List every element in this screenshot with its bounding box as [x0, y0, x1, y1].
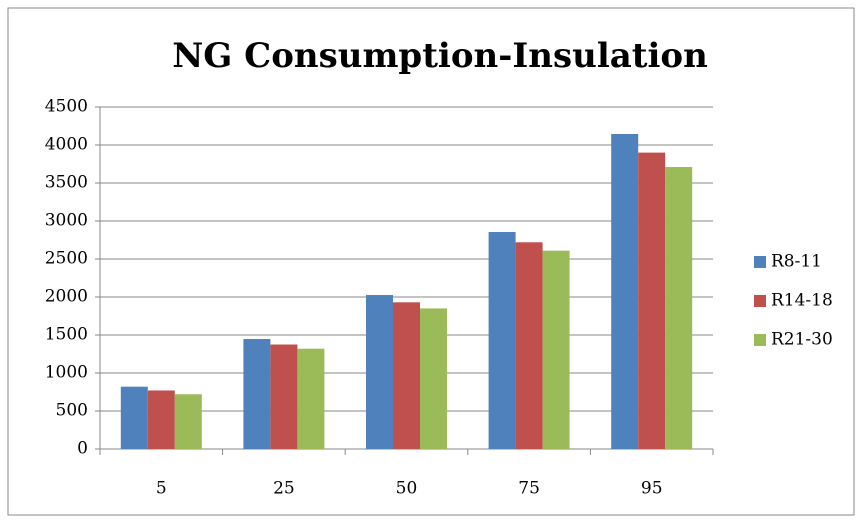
- y-tick-label: 0: [77, 439, 88, 459]
- y-tick-label: 4500: [45, 97, 88, 117]
- bar: [243, 339, 271, 449]
- y-tick-label: 500: [56, 401, 88, 421]
- legend-swatch: [754, 334, 766, 346]
- y-tick-label: 4000: [45, 135, 88, 155]
- x-tick-label: 5: [156, 479, 167, 499]
- bar: [366, 295, 393, 449]
- bar: [515, 242, 543, 449]
- y-tick-label: 3500: [45, 173, 88, 193]
- bar: [665, 167, 693, 450]
- y-tick-label: 1500: [45, 325, 88, 345]
- x-tick-label: 75: [518, 479, 540, 499]
- x-tick-label: 25: [273, 479, 295, 499]
- bar: [147, 390, 175, 449]
- chart-title: NG Consumption-Insulation: [172, 36, 708, 76]
- bar: [174, 394, 202, 449]
- bar: [120, 386, 148, 449]
- x-tick-label: 50: [396, 479, 418, 499]
- legend-swatch: [754, 295, 766, 307]
- bar: [297, 348, 325, 449]
- x-tick-label: 95: [641, 479, 663, 499]
- y-tick-label: 2000: [45, 287, 88, 307]
- y-tick-label: 2500: [45, 249, 88, 269]
- legend-swatch: [754, 256, 766, 268]
- y-tick-label: 1000: [45, 363, 88, 383]
- bar: [488, 232, 516, 449]
- bar: [611, 133, 639, 450]
- legend-label: R8-11: [771, 252, 822, 272]
- bar: [393, 302, 420, 449]
- bar: [420, 308, 447, 449]
- bar: [270, 344, 298, 449]
- bar: [638, 152, 666, 449]
- bar: [542, 250, 570, 449]
- legend-label: R21-30: [771, 330, 833, 350]
- y-tick-label: 3000: [45, 211, 88, 231]
- legend-label: R14-18: [771, 291, 833, 311]
